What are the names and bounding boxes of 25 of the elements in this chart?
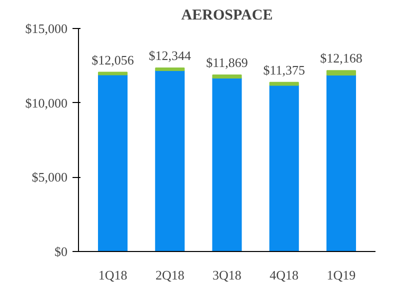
total-label: $11,375 xyxy=(263,62,306,78)
bar xyxy=(212,74,242,79)
x-tick-label: 1Q18 xyxy=(98,268,128,282)
bar xyxy=(269,84,299,252)
x-tick-label: 1Q19 xyxy=(326,268,356,282)
y-tick-label: $0 xyxy=(54,244,68,259)
total-label: $12,344 xyxy=(148,48,192,63)
chart-title: AEROSPACE xyxy=(181,8,273,24)
y-tick-label: $15,000 xyxy=(25,21,68,36)
bar xyxy=(326,70,356,76)
x-tick-label: 3Q18 xyxy=(212,268,242,282)
bar xyxy=(155,67,185,72)
x-tick-label: 4Q18 xyxy=(270,268,299,282)
bar xyxy=(269,82,299,86)
bar xyxy=(155,70,185,252)
bar xyxy=(98,72,128,76)
bar xyxy=(98,74,128,252)
y-tick-label: $5,000 xyxy=(32,170,68,185)
bar xyxy=(212,78,242,252)
x-tick-label: 2Q18 xyxy=(155,268,184,282)
total-label: $12,168 xyxy=(320,50,362,66)
y-tick-label: $10,000 xyxy=(25,95,68,110)
total-label: $11,869 xyxy=(206,55,248,70)
total-label: $12,056 xyxy=(92,52,134,68)
bar xyxy=(326,74,356,252)
